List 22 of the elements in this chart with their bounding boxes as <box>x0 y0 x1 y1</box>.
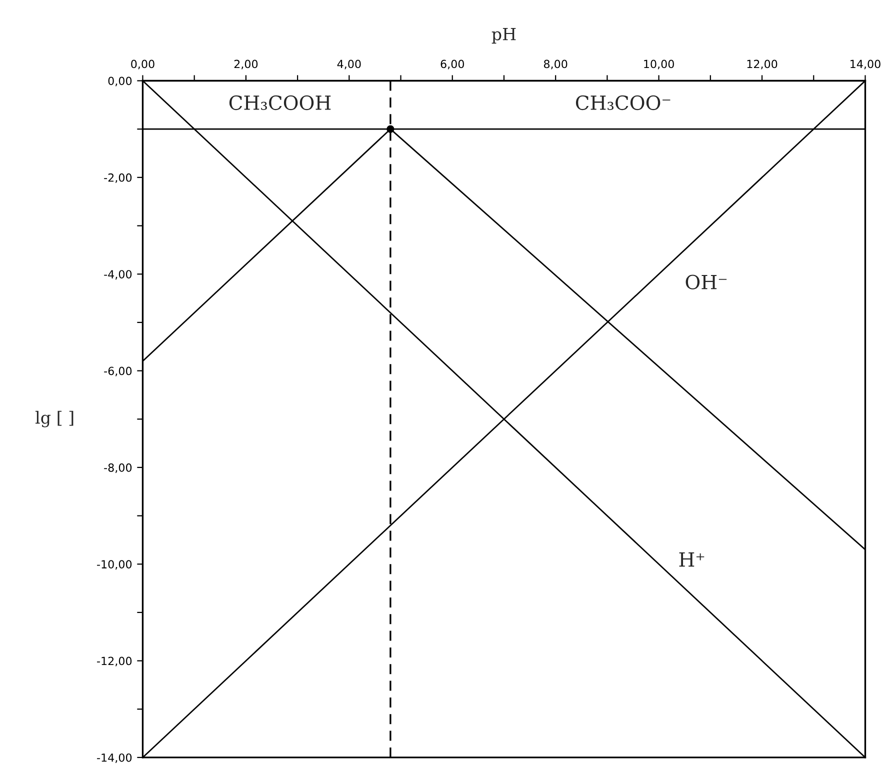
y-tick-label: -2,00 <box>104 173 132 183</box>
x-tick-label: 2,00 <box>234 60 258 70</box>
annotation: CH₃COO⁻ <box>576 95 670 110</box>
y-tick-label: -8,00 <box>104 463 132 473</box>
y-tick-label: 0,00 <box>108 76 132 86</box>
annotation: OH⁻ <box>686 274 727 290</box>
y-axis-title: lg [ ] <box>36 410 74 428</box>
x-axis-title: pH <box>492 28 516 44</box>
x-tick-label: 12,00 <box>747 60 778 70</box>
annotation: CH₃COOH <box>229 95 331 110</box>
y-tick-label: -4,00 <box>104 270 132 280</box>
y-tick-label: -12,00 <box>97 656 132 666</box>
x-tick-label: 6,00 <box>440 60 464 70</box>
annotation: H⁺ <box>679 552 704 567</box>
x-tick-label: 4,00 <box>337 60 361 70</box>
y-tick-label: -14,00 <box>97 753 132 763</box>
x-tick-label: 14,00 <box>850 60 880 70</box>
x-tick-label: 8,00 <box>544 60 568 70</box>
y-tick-label: -10,00 <box>97 560 132 570</box>
x-tick-label: 0,00 <box>131 60 154 70</box>
y-tick-label: -6,00 <box>104 366 132 376</box>
x-tick-label: 10,00 <box>644 60 674 70</box>
